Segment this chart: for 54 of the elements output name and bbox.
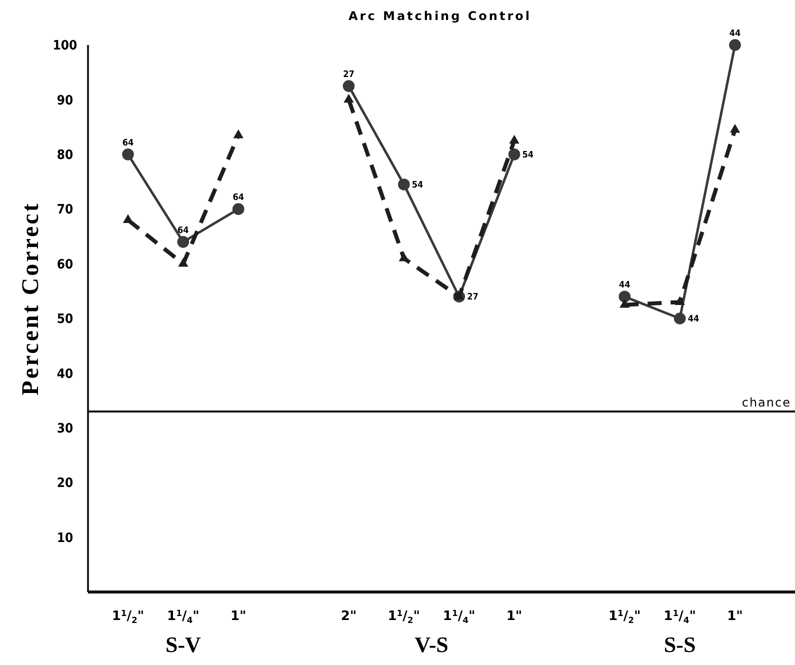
y-tick-label: 50 [56, 312, 74, 328]
point [730, 124, 740, 133]
y-tick-label: 10 [56, 530, 74, 546]
point [674, 312, 686, 324]
annotation: 44 [688, 314, 700, 324]
point [233, 129, 244, 138]
text: S-S [664, 632, 696, 657]
y-tick-label: 80 [56, 148, 74, 163]
x-tick-label: 1$^{1}$/$_{2}$" [608, 608, 641, 625]
point [729, 39, 741, 51]
y-tick-label: 100 [52, 38, 78, 54]
point [508, 148, 520, 160]
point [398, 178, 410, 190]
point [178, 258, 188, 267]
annotation: 44 [618, 280, 631, 291]
annotation: 54 [522, 150, 534, 160]
y-axis-title: Percent Correct [18, 202, 44, 396]
point [122, 214, 134, 223]
text: V-S [414, 632, 448, 657]
y-tick-label: 60 [56, 257, 74, 272]
point [232, 203, 244, 216]
point [620, 298, 630, 308]
x-tick-label: 1" [506, 609, 522, 624]
annotation: 27 [343, 70, 354, 80]
x-tick-label: 1$^{1}$/$_{2}$" [388, 608, 420, 625]
point [344, 94, 354, 103]
point [509, 134, 520, 144]
ref-line-label: chance [742, 395, 791, 410]
text: 44 [729, 29, 741, 39]
x-tick-label: 1$^{1}$/$_{4}$" [664, 608, 696, 625]
annotation: 54 [412, 180, 424, 190]
x-tick-label: 1$^{1}$/$_{4}$" [167, 608, 200, 625]
y-tick-label: 20 [56, 476, 74, 492]
annotation: 27 [467, 292, 478, 303]
point [454, 290, 464, 300]
chart-title: Arc Matching Control [348, 9, 532, 23]
point [618, 290, 631, 303]
y-tick-label: 90 [56, 93, 74, 108]
point [122, 148, 134, 160]
annotation: 64 [232, 193, 244, 204]
x-tick-label: 1" [727, 609, 743, 624]
y-tick-label: 30 [56, 421, 74, 436]
y-tick-label: 40 [56, 366, 74, 382]
text: S-V [165, 632, 202, 657]
x-tick-label: 1$^{1}$/$_{2}$" [112, 608, 144, 625]
annotation: 64 [178, 226, 190, 236]
point [674, 296, 685, 306]
y-tick-label: 70 [56, 202, 74, 218]
point [177, 236, 190, 248]
x-tick-label: 1$^{1}$/$_{4}$" [442, 608, 476, 625]
x-tick-label: 1" [230, 609, 246, 624]
annotation: 64 [122, 138, 134, 148]
x-tick-label: 2" [340, 609, 357, 624]
point [342, 80, 355, 92]
